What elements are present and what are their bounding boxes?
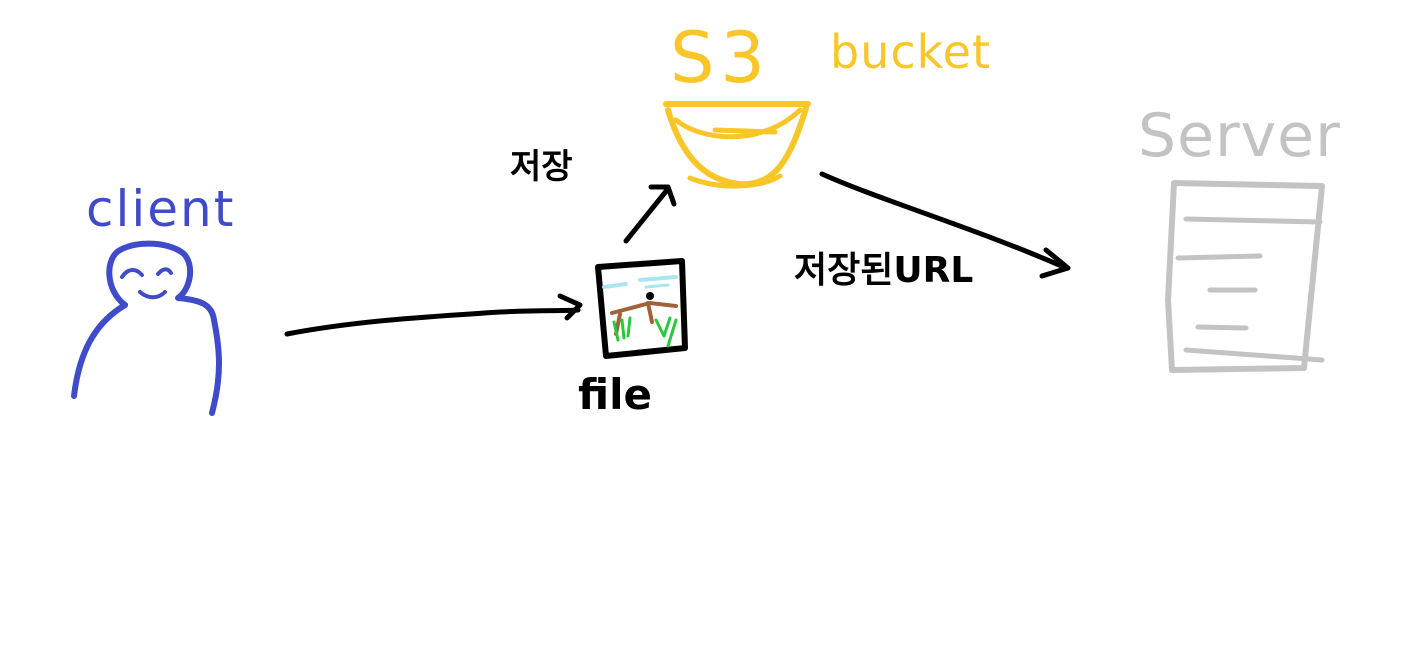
file-label: file [578, 370, 652, 419]
arrow-file-to-s3 [623, 184, 677, 244]
bucket-icon [663, 101, 811, 189]
arrow-client-to-file [284, 293, 583, 337]
s3-bucket-node: S3 bucket [663, 17, 991, 189]
bird-icon [646, 292, 654, 300]
client-label: client [86, 180, 235, 238]
bucket-label: bucket [830, 25, 991, 79]
client-node: client [71, 180, 235, 416]
server-node: Server [1138, 101, 1341, 373]
person-icon [71, 240, 222, 416]
file-node: file [578, 258, 688, 419]
save-label: 저장 [510, 147, 573, 187]
server-label: Server [1138, 101, 1341, 171]
arrow-s3-to-server [819, 171, 1071, 279]
s3-label: S3 [670, 17, 771, 99]
saved-url-label: 저장된URL [794, 250, 973, 291]
image-file-icon [595, 258, 688, 359]
server-icon [1165, 180, 1325, 373]
